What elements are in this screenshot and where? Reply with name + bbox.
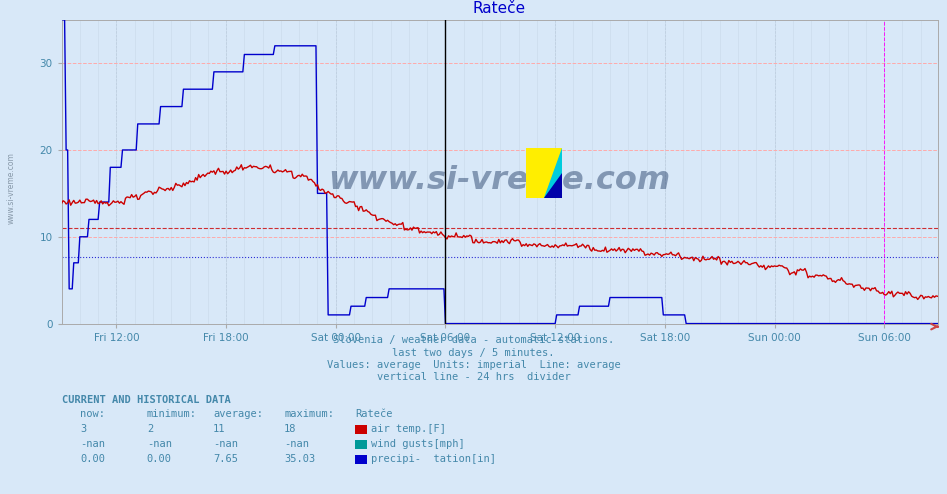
Text: 11: 11 [213, 424, 225, 434]
Polygon shape [544, 173, 562, 198]
Text: Slovenia / weather data - automatic stations.: Slovenia / weather data - automatic stat… [333, 335, 614, 345]
Text: www.si-vreme.com: www.si-vreme.com [329, 165, 670, 196]
Text: average:: average: [213, 410, 263, 419]
Title: Rateče: Rateče [473, 1, 527, 16]
Text: minimum:: minimum: [147, 410, 197, 419]
Text: last two days / 5 minutes.: last two days / 5 minutes. [392, 348, 555, 358]
Text: 0.00: 0.00 [147, 454, 171, 464]
Text: 7.65: 7.65 [213, 454, 238, 464]
Text: -nan: -nan [213, 439, 238, 449]
Text: 2: 2 [147, 424, 153, 434]
Text: vertical line - 24 hrs  divider: vertical line - 24 hrs divider [377, 372, 570, 382]
Text: CURRENT AND HISTORICAL DATA: CURRENT AND HISTORICAL DATA [62, 395, 230, 405]
Text: Values: average  Units: imperial  Line: average: Values: average Units: imperial Line: av… [327, 360, 620, 370]
Text: Rateče: Rateče [355, 410, 393, 419]
Text: maximum:: maximum: [284, 410, 334, 419]
Text: -nan: -nan [80, 439, 105, 449]
Text: 35.03: 35.03 [284, 454, 315, 464]
Text: -nan: -nan [147, 439, 171, 449]
Text: precipi-  tation[in]: precipi- tation[in] [371, 454, 496, 464]
Polygon shape [544, 148, 562, 198]
Text: now:: now: [80, 410, 105, 419]
Text: 3: 3 [80, 424, 87, 434]
Text: air temp.[F]: air temp.[F] [371, 424, 446, 434]
Text: wind gusts[mph]: wind gusts[mph] [371, 439, 465, 449]
Text: 18: 18 [284, 424, 296, 434]
Text: www.si-vreme.com: www.si-vreme.com [7, 152, 16, 224]
Text: 0.00: 0.00 [80, 454, 105, 464]
Text: -nan: -nan [284, 439, 309, 449]
